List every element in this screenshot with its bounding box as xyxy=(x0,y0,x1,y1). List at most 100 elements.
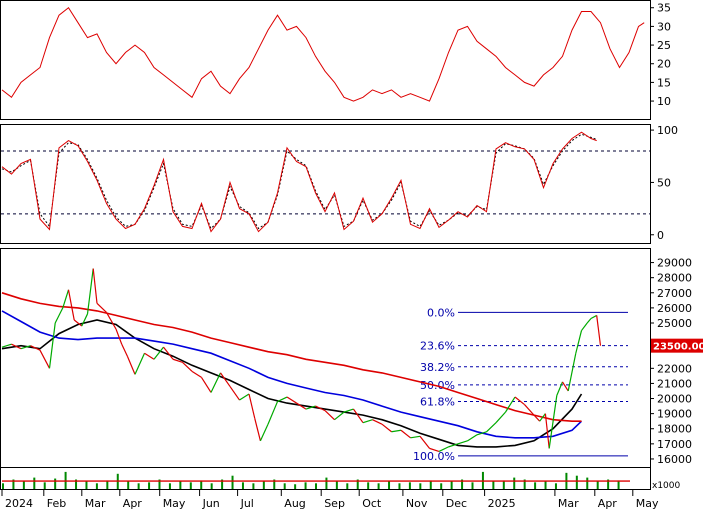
price-segment xyxy=(67,289,75,321)
volume-bar xyxy=(315,483,317,489)
price-segment xyxy=(343,408,354,413)
price-y-tick-label: 20000 xyxy=(657,393,692,406)
volume-bar xyxy=(137,483,140,489)
volume-bar xyxy=(54,478,57,489)
price-segment xyxy=(448,443,459,448)
rsi-y-tick-label: 35 xyxy=(657,2,671,15)
x-tick-label: Aug xyxy=(284,497,305,510)
price-segment xyxy=(126,356,136,375)
price-segment xyxy=(548,395,558,449)
volume-bar xyxy=(575,475,578,489)
volume-bar xyxy=(346,483,349,489)
price-segment xyxy=(533,414,541,422)
volume-bar xyxy=(85,481,88,489)
price-segment xyxy=(81,313,89,327)
price-segment xyxy=(220,372,231,387)
price-segment xyxy=(362,419,373,424)
price-segment xyxy=(514,396,525,406)
volume-bar xyxy=(544,481,547,489)
stochastic-d-line xyxy=(1,133,597,230)
x-tick-label: Dec xyxy=(446,497,467,510)
price-segment xyxy=(486,422,497,433)
price-segment xyxy=(544,413,550,449)
volume-bar xyxy=(523,479,526,489)
price-panel: 0.0%23.6%38.2%50.0%61.8%100.0%23500.0016… xyxy=(1,257,703,466)
price-y-tick-label: 22000 xyxy=(657,362,692,375)
price-segment xyxy=(115,328,123,345)
price-segment xyxy=(438,446,449,452)
price-segment xyxy=(239,393,250,401)
price-segment xyxy=(254,418,261,441)
price-segment xyxy=(96,302,107,313)
volume-bar xyxy=(2,483,4,489)
volume-bar xyxy=(189,482,192,489)
rsi-y-tick-label: 25 xyxy=(657,39,671,52)
volume-bar xyxy=(22,481,25,489)
price-segment xyxy=(495,411,506,424)
price-segment xyxy=(267,401,279,425)
x-tick-label: Sep xyxy=(324,497,345,510)
volume-bar xyxy=(534,482,537,489)
volume-panel-frame xyxy=(0,467,651,490)
volume-bar xyxy=(200,480,203,489)
price-segment xyxy=(134,352,146,375)
price-segment xyxy=(556,381,564,396)
x-tick-label: Mar xyxy=(85,497,106,510)
volume-bar xyxy=(429,480,432,489)
stochastic-k-line xyxy=(1,131,597,233)
fibonacci-level-label: 61.8% xyxy=(420,396,455,409)
stochastic-y-tick-label: 0 xyxy=(657,229,664,242)
volume-bar xyxy=(33,477,36,489)
volume-bar xyxy=(356,479,359,489)
price-segment xyxy=(39,349,51,369)
price-segment xyxy=(334,411,345,421)
volume-bar xyxy=(586,477,589,489)
price-segment xyxy=(581,322,588,331)
volume-panel xyxy=(2,471,630,489)
price-segment xyxy=(567,353,577,392)
volume-bar xyxy=(179,481,182,489)
moving-average-line xyxy=(1,319,583,448)
volume-bar xyxy=(304,482,307,489)
volume-bar xyxy=(617,480,620,489)
price-segment xyxy=(92,268,98,304)
price-segment xyxy=(391,429,402,433)
volume-bar xyxy=(450,481,453,489)
price-segment xyxy=(172,358,183,363)
price-segment xyxy=(105,312,117,330)
fibonacci-level-label: 100.0% xyxy=(413,450,455,463)
x-tick-label: 2024 xyxy=(5,497,33,510)
volume-bar xyxy=(75,479,78,489)
x-tick-label: May xyxy=(163,497,186,510)
volume-bar xyxy=(408,482,411,489)
moving-average-line xyxy=(1,292,582,422)
volume-bar xyxy=(252,483,255,489)
rsi-line xyxy=(1,6,645,102)
rsi-panel-frame xyxy=(0,0,651,120)
price-segment xyxy=(277,396,288,403)
price-segment xyxy=(590,314,597,319)
fibonacci-level-label: 0.0% xyxy=(427,306,455,319)
volume-bar xyxy=(440,483,443,489)
price-segment xyxy=(248,393,256,419)
price-segment xyxy=(54,307,64,324)
price-segment xyxy=(315,405,326,412)
volume-bar xyxy=(148,482,151,489)
price-y-tick-label: 18000 xyxy=(657,423,692,436)
price-segment xyxy=(400,429,411,439)
x-tick-label: Mar xyxy=(558,497,579,510)
moving-average-line xyxy=(1,310,583,439)
price-segment xyxy=(163,346,174,360)
volume-bar xyxy=(158,479,161,489)
price-segment xyxy=(11,343,22,350)
price-segment xyxy=(372,419,383,425)
price-segment xyxy=(586,318,592,324)
volume-bar xyxy=(283,483,286,489)
price-segment xyxy=(539,413,546,422)
price-segment xyxy=(429,447,440,452)
volume-bar xyxy=(273,479,276,489)
price-segment xyxy=(86,268,94,315)
volume-unit-label: x1000 xyxy=(652,481,681,491)
